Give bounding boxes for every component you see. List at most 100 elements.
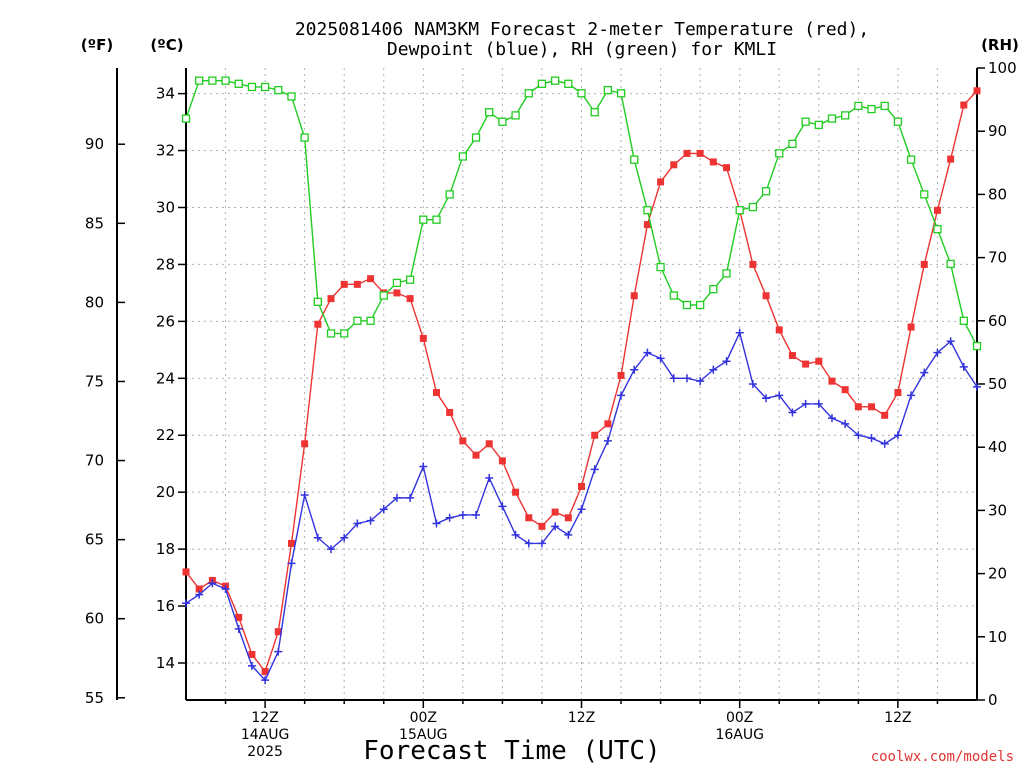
dewpoint-point [327,545,336,554]
dewpoint-point [274,647,283,656]
temperature-point [749,260,757,268]
temperature-point [907,323,915,331]
dewpoint-point [419,462,428,471]
dewpoint-point [893,431,902,440]
rh-tick-label: 70 [988,249,1007,267]
celsius-tick-label: 16 [156,597,175,615]
rh-tick-label: 30 [988,501,1007,519]
dewpoint-point [458,510,467,519]
dewpoint-point [366,516,375,525]
temperature-point [630,292,638,300]
dewpoint-point [933,348,942,357]
x-tick-label: 12Z [568,710,595,726]
x-tick-label: 2025 [247,744,283,760]
dewpoint-point [590,465,599,474]
relative_humidity-point [959,316,968,325]
dewpoint-point [643,348,652,357]
dewpoint-point [313,533,322,542]
series-relative_humidity [181,76,982,351]
data-series [181,76,982,685]
relative_humidity-point [405,275,415,284]
x-tick-label: 12Z [884,710,911,726]
temperature-point [353,280,361,288]
temperature-point [947,155,955,163]
series-temperature [182,87,981,676]
relative_humidity-point [366,316,375,325]
relative_humidity-point [445,190,454,199]
temperature-point [854,403,862,411]
dewpoint-point [485,473,494,482]
dewpoint-point [959,362,968,371]
temperature-point [274,628,282,636]
temperature-point [723,164,731,172]
temperature-point [683,149,691,157]
relative_humidity-point [353,316,362,325]
rh-tick-label: 10 [988,628,1007,646]
relative_humidity-point [313,297,322,306]
temperature-point [551,508,559,516]
dewpoint-point [827,414,836,423]
celsius-tick-label: 28 [156,255,175,273]
relative_humidity-point [854,101,863,111]
fahrenheit-tick-label: 65 [85,531,104,549]
temperature-point [287,539,295,547]
fahrenheit-tick-label: 85 [85,214,104,232]
temperature-point [578,482,585,490]
relative_humidity-point [590,108,599,117]
celsius-tick-label: 30 [156,198,175,216]
celsius-tick-label: 14 [156,654,175,672]
relative_humidity-point [274,85,283,95]
relative_humidity-point [801,117,810,126]
relative_humidity-point [458,152,468,161]
temperature-point [657,178,665,186]
relative_humidity-point [906,155,916,164]
temperature-point [432,389,440,397]
celsius-unit-label: (ºC) [150,36,183,54]
dewpoint-point [841,419,850,428]
relative_humidity-point [511,111,520,120]
rh-tick-label: 100 [988,59,1017,77]
relative_humidity-point [603,85,613,95]
relative_humidity-point [972,341,982,351]
temperature-point [868,403,876,411]
temperature-point [788,352,796,360]
temperature-point [446,408,454,416]
dewpoint-point [472,510,481,519]
dewpoint-point [182,599,190,608]
series-dewpoint [182,328,981,685]
relative_humidity-point [920,190,929,199]
relative_humidity-point [379,291,388,300]
temperature-point [828,377,836,385]
temperature-point [538,522,546,530]
temperature-point [182,568,190,576]
relative_humidity-point [775,149,784,158]
relative_humidity-point [577,89,586,98]
credit-label: coolwx.com/models [871,749,1014,765]
relative_humidity-point [761,187,771,196]
relative_humidity-point [893,117,903,126]
dewpoint-point [392,493,401,502]
celsius-tick-label: 18 [156,540,175,558]
fahrenheit-unit-label: (ºF) [81,36,113,54]
temperature-point [841,386,849,394]
dewpoint-point [208,579,217,588]
dewpoint-point [762,394,771,403]
dewpoint-point [748,380,757,388]
relative_humidity-point [564,79,573,88]
temperature-point [696,149,704,157]
celsius-tick-label: 34 [156,85,175,103]
relative_humidity-point [788,139,797,148]
relative_humidity-point [814,120,823,130]
relative_humidity-point [234,79,243,88]
relative_humidity-point [287,92,296,101]
temperature-point [314,320,322,328]
rh-unit-label: (RH) [981,36,1019,54]
temperature-point [301,440,309,448]
relative_humidity-point [735,206,744,215]
relative_humidity-point [616,89,626,98]
x-tick-label: 15AUG [399,727,448,743]
dewpoint-point [709,365,718,374]
celsius-tick-label: 20 [156,483,175,501]
dewpoint-point [195,590,204,599]
temperature-point [195,585,203,593]
